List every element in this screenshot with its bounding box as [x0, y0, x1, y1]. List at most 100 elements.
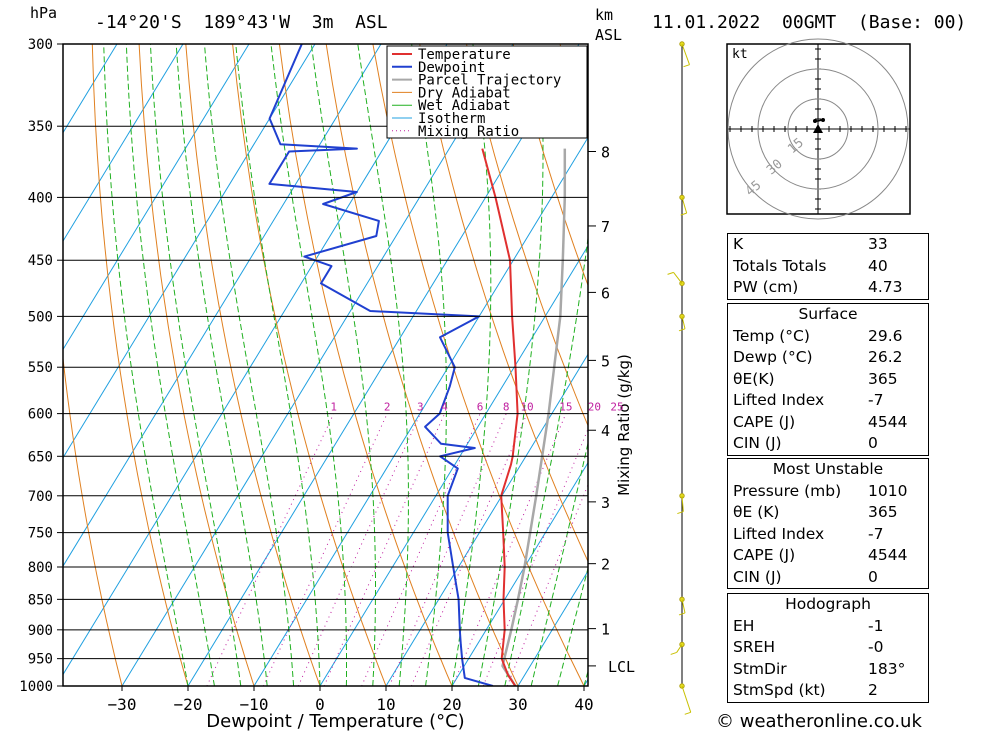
wind-barb — [676, 644, 683, 653]
km-tick-label: 5 — [601, 352, 610, 370]
surface-value: 29.6 — [868, 326, 903, 345]
legend-entry: Wet Adiabat — [418, 98, 511, 114]
temp-tick-label: 20 — [442, 695, 461, 714]
wet-adiabat-line — [204, 44, 295, 686]
pw-row: PW (cm) 4.73 — [728, 277, 928, 299]
mixing-ratio-line — [410, 413, 528, 686]
most-unstable-label: CIN (J) — [733, 567, 782, 586]
pressure-tick-label: 700 — [28, 489, 53, 505]
km-tick-label: 2 — [601, 556, 610, 574]
surface-label: Dewp (°C) — [733, 348, 813, 366]
totals-totals-label: Totals Totals — [733, 256, 827, 275]
mixing-ratio-line — [297, 413, 421, 686]
hodograph-row: EH -1 — [728, 616, 928, 638]
totals-totals-row: Totals Totals 40 — [728, 256, 928, 278]
mixing-ratio-line — [452, 413, 567, 686]
mixing-ratio-label: 4 — [441, 401, 448, 414]
hodograph-label: StmSpd (kt) — [733, 681, 826, 699]
wet-adiabat-line — [557, 566, 588, 686]
wet-adiabat-line — [149, 44, 242, 686]
dewpoint-line — [268, 44, 494, 686]
most-unstable-table: Most Unstable Pressure (mb) 1010 θE (K) 365… — [727, 458, 929, 589]
hodograph-value: -0 — [868, 638, 884, 656]
credit-label: © weatheronline.co.uk — [716, 711, 922, 732]
wind-barb — [681, 197, 688, 214]
wind-barb-flag — [667, 271, 674, 275]
temp-tick-label: 30 — [508, 695, 527, 714]
surface-value: 0 — [868, 434, 878, 452]
x-axis-label: Dewpoint / Temperature (°C) — [206, 711, 464, 732]
most-unstable-value: 4544 — [868, 546, 908, 564]
mixing-ratio-line — [361, 413, 481, 686]
km-tick-label: 7 — [601, 218, 610, 236]
hodograph-label: StmDir — [733, 659, 787, 678]
hodograph-label: SREH — [733, 638, 776, 656]
parcel-trajectory-line — [501, 148, 567, 686]
surface-value: -7 — [868, 391, 884, 409]
hodograph-ring — [727, 38, 909, 220]
surface-label: CAPE (J) — [733, 412, 796, 431]
asl-unit-label: ASL — [595, 26, 623, 44]
pressure-tick-label: 850 — [28, 592, 53, 608]
wind-barb — [681, 43, 690, 65]
plot-frame — [62, 43, 589, 687]
mixing-ratio-label: 8 — [503, 401, 510, 414]
pressure-tick-label: 900 — [28, 623, 53, 639]
totals-totals-value: 40 — [868, 256, 888, 275]
wind-barb — [681, 685, 692, 713]
storm-motion-marker — [813, 124, 823, 133]
wind-barb — [681, 316, 686, 329]
dry-adiabat-line — [934, 44, 1000, 686]
hodograph-ring — [787, 98, 849, 160]
isotherm-line — [253, 136, 588, 686]
temp-tick-label: −30 — [108, 695, 137, 714]
pressure-tick-label: 1000 — [19, 679, 53, 695]
surface-row: CIN (J) 0 — [728, 433, 928, 455]
km-tick-label: 8 — [601, 143, 610, 161]
dry-adiabat-line — [466, 44, 588, 427]
pressure-tick-label: 650 — [28, 449, 53, 465]
km-tick-label: 3 — [601, 494, 610, 512]
mixing-ratio-label: 15 — [559, 401, 572, 414]
surface-value: 4544 — [868, 412, 908, 431]
wind-barb-flag — [684, 711, 691, 715]
surface-row: Lifted Index -7 — [728, 390, 928, 412]
hodograph-value: 183° — [868, 659, 906, 678]
most-unstable-value: 0 — [868, 567, 878, 586]
datetime-label: 11.01.2022 00GMT (Base: 00) — [652, 12, 967, 33]
surface-label: Lifted Index — [733, 391, 825, 409]
hodograph-row: StmSpd (kt) 2 — [728, 680, 928, 702]
most-unstable-label: θE (K) — [733, 503, 780, 521]
wind-barb — [673, 272, 683, 284]
isotherm-line — [517, 570, 588, 686]
wet-adiabat-line — [103, 44, 189, 686]
mixing-ratio-line — [388, 413, 507, 686]
dry-adiabat-line — [232, 44, 387, 686]
surface-table: Surface Temp (°C) 29.6 Dewp (°C) 26.2 θE(K) 3… — [727, 303, 929, 456]
most-unstable-value: 365 — [868, 503, 898, 521]
hodograph-row: StmDir 183° — [728, 659, 928, 681]
surface-label: θE(K) — [733, 369, 775, 388]
surface-value: 365 — [868, 369, 898, 388]
pressure-tick-label: 450 — [28, 253, 53, 269]
legend-box — [386, 45, 588, 139]
mixing-ratio-line — [506, 483, 588, 686]
km-tick-label: LCL — [608, 658, 635, 676]
hodograph-table: Hodograph EH -1 SREH -0 StmDir 183° StmSpd (kt… — [727, 593, 929, 703]
surface-value: 26.2 — [868, 348, 903, 366]
most-unstable-value: 1010 — [868, 481, 908, 500]
hodograph-point — [813, 119, 817, 123]
wind-barb-flag — [678, 612, 686, 616]
mixing-ratio-label: 10 — [520, 401, 533, 414]
most-unstable-row: CIN (J) 0 — [728, 567, 928, 589]
km-unit-label: km — [595, 6, 614, 24]
surface-row: CAPE (J) 4544 — [728, 412, 928, 434]
most-unstable-row: θE (K) 365 — [728, 502, 928, 524]
hodograph-unit-label: kt — [732, 47, 748, 62]
pw-value: 4.73 — [868, 278, 903, 296]
most-unstable-row: Lifted Index -7 — [728, 524, 928, 546]
legend-entry: Temperature — [418, 47, 511, 63]
index-table-top: K 33 Totals Totals 40 PW (cm) 4.73 — [727, 233, 929, 300]
surface-row: Temp (°C) 29.6 — [728, 326, 928, 348]
